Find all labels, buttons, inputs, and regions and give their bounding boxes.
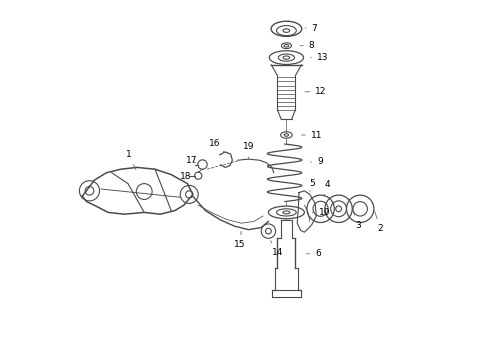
Text: 18: 18 bbox=[180, 172, 195, 181]
Text: 4: 4 bbox=[324, 180, 331, 196]
Text: 6: 6 bbox=[307, 249, 321, 258]
Text: 9: 9 bbox=[311, 157, 323, 166]
Text: 15: 15 bbox=[234, 231, 245, 249]
Text: 17: 17 bbox=[186, 156, 197, 165]
Text: 14: 14 bbox=[270, 241, 283, 257]
Text: 12: 12 bbox=[305, 87, 326, 96]
Text: 5: 5 bbox=[309, 179, 315, 192]
Text: 13: 13 bbox=[311, 53, 328, 62]
Text: 8: 8 bbox=[300, 41, 315, 50]
Text: 7: 7 bbox=[305, 23, 318, 32]
Text: 19: 19 bbox=[243, 143, 255, 159]
Text: 3: 3 bbox=[353, 211, 361, 230]
Text: 2: 2 bbox=[375, 211, 383, 233]
Text: 11: 11 bbox=[301, 130, 322, 139]
Text: 16: 16 bbox=[209, 139, 225, 153]
Text: 10: 10 bbox=[312, 208, 330, 217]
Text: 1: 1 bbox=[126, 150, 136, 170]
